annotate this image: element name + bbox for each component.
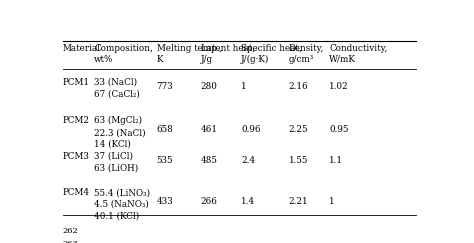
Text: 2.25: 2.25	[289, 125, 309, 134]
Text: Density,
g/cm³: Density, g/cm³	[289, 44, 324, 63]
Text: 773: 773	[156, 82, 173, 91]
Text: 2.4: 2.4	[241, 156, 255, 165]
Text: Melting temp.,
K: Melting temp., K	[156, 44, 222, 63]
Text: PCM2: PCM2	[63, 116, 90, 125]
Text: Material: Material	[63, 44, 101, 53]
Text: 1.1: 1.1	[329, 156, 343, 165]
Text: 1.02: 1.02	[329, 82, 349, 91]
Text: 266: 266	[201, 197, 218, 206]
Text: 1: 1	[329, 197, 335, 206]
Text: 2.21: 2.21	[289, 197, 309, 206]
Text: PCM1: PCM1	[63, 78, 90, 87]
Text: 1: 1	[241, 82, 246, 91]
Text: 63 (MgCl₂)
22.3 (NaCl)
14 (KCl): 63 (MgCl₂) 22.3 (NaCl) 14 (KCl)	[94, 116, 146, 149]
Text: 0.95: 0.95	[329, 125, 349, 134]
Text: 658: 658	[156, 125, 173, 134]
Text: 1.55: 1.55	[289, 156, 308, 165]
Text: 33 (NaCl)
67 (CaCl₂): 33 (NaCl) 67 (CaCl₂)	[94, 78, 140, 99]
Text: 1.4: 1.4	[241, 197, 255, 206]
Text: 55.4 (LiNO₃)
4.5 (NaNO₃)
40.1 (KCl): 55.4 (LiNO₃) 4.5 (NaNO₃) 40.1 (KCl)	[94, 188, 150, 221]
Text: 0.96: 0.96	[241, 125, 261, 134]
Text: 263: 263	[63, 240, 79, 243]
Text: 485: 485	[201, 156, 218, 165]
Text: PCM3: PCM3	[63, 152, 90, 161]
Text: 535: 535	[156, 156, 173, 165]
Text: Composition,
wt%: Composition, wt%	[94, 44, 153, 63]
Text: Conductivity,
W/mK: Conductivity, W/mK	[329, 44, 388, 63]
Text: PCM4: PCM4	[63, 188, 90, 197]
Text: 280: 280	[201, 82, 218, 91]
Text: 37 (LiCl)
63 (LiOH): 37 (LiCl) 63 (LiOH)	[94, 152, 138, 173]
Text: Latent heat,
J/g: Latent heat, J/g	[201, 44, 255, 63]
Text: 262: 262	[63, 227, 79, 235]
Text: 2.16: 2.16	[289, 82, 309, 91]
Text: Specific heat,
J/(g·K): Specific heat, J/(g·K)	[241, 44, 302, 64]
Text: 461: 461	[201, 125, 218, 134]
Text: 433: 433	[156, 197, 173, 206]
